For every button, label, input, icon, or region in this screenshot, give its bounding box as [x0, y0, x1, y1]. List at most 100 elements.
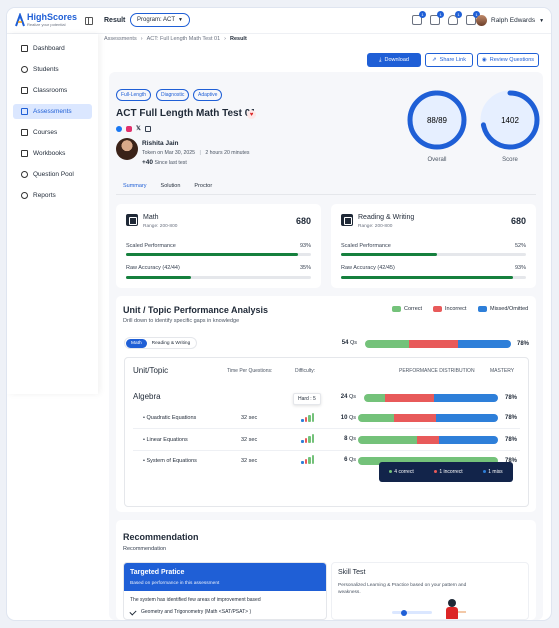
- mastery-value: 78%: [505, 395, 518, 401]
- question-count-unit: Qs: [348, 394, 356, 400]
- recommendation-title: Recommendation: [123, 532, 199, 542]
- legend-swatch: [392, 306, 401, 312]
- sidebar-item-reports[interactable]: Reports: [13, 188, 92, 203]
- x-icon[interactable]: 𝕏: [136, 126, 141, 132]
- missed-segment: [439, 436, 498, 444]
- tab-solution[interactable]: Solution: [160, 183, 181, 189]
- distribution-bar: [358, 457, 498, 465]
- incorrect-segment: [385, 394, 434, 402]
- legend-swatch: [433, 306, 442, 312]
- progress-bar: [126, 276, 311, 279]
- subject-name: Reading & Writing: [358, 214, 415, 221]
- sidebar-collapse-icon[interactable]: [85, 17, 93, 25]
- overall-label: Overall: [427, 157, 447, 163]
- score-gauge: 1402: [480, 90, 540, 150]
- toggle-reading-writing[interactable]: Reading & Writing: [151, 340, 191, 346]
- legend-label: Missed/Omitted: [490, 306, 529, 312]
- mail-icon[interactable]: 1: [412, 11, 426, 25]
- legend-swatch: [478, 306, 487, 312]
- sidebar-item-dashboard[interactable]: Dashboard: [13, 41, 92, 56]
- missed-segment: [458, 340, 511, 348]
- correct-segment: [358, 414, 395, 422]
- tabs-divider: [116, 194, 536, 195]
- metric-value: 52%: [514, 243, 526, 249]
- instagram-icon[interactable]: [126, 126, 132, 132]
- test-title: ACT Full Length Math Test 01: [116, 108, 256, 119]
- question-count: 6 Qs: [332, 457, 356, 463]
- download-button[interactable]: ⤓ Download: [367, 53, 421, 67]
- overall-value: 88/89: [427, 116, 448, 125]
- topic-time: 32 sec: [241, 415, 258, 421]
- progress-bar: [126, 253, 311, 256]
- row-divider: [133, 450, 520, 451]
- legend-item: Missed/Omitted: [478, 306, 528, 312]
- topic-name[interactable]: • System of Equations: [143, 458, 197, 464]
- tab-summary[interactable]: Summary: [116, 180, 154, 195]
- chevron-down-icon: ▼: [178, 17, 183, 23]
- sidebar-item-label: Dashboard: [33, 45, 65, 52]
- topic-name[interactable]: • Quadratic Equations: [143, 415, 197, 421]
- courses-icon: [21, 129, 28, 136]
- copy-icon[interactable]: [144, 126, 151, 132]
- mastery-value: 78%: [505, 415, 518, 421]
- breadcrumb-link[interactable]: Assessments: [104, 36, 137, 42]
- breadcrumb-link[interactable]: ACT: Full Length Math Test 01: [146, 36, 221, 42]
- logo[interactable]: HighScores Realize your potential: [15, 13, 77, 27]
- skill-test-illustration: [392, 599, 466, 619]
- tab-proctor[interactable]: Proctor: [194, 183, 213, 189]
- metric-label: Scaled Performance: [126, 243, 176, 249]
- sidebar-item-label: Courses: [33, 129, 58, 136]
- tooltip-correct: 4 correct: [389, 469, 414, 475]
- delta-label: Since last test: [154, 160, 187, 166]
- unit-name[interactable]: Algebra: [133, 392, 161, 401]
- sidebar-item-workbooks[interactable]: Workbooks: [13, 146, 92, 161]
- review-questions-button[interactable]: ◉ Review Questions: [477, 53, 539, 67]
- sidebar-item-question-pool[interactable]: Question Pool: [13, 167, 92, 182]
- skill-test-card[interactable]: Skill Test Personalized Learning & Pract…: [331, 562, 529, 620]
- distribution-bar: [358, 436, 498, 444]
- question-count-unit: Qs: [349, 340, 357, 346]
- question-count-value: 54: [341, 340, 349, 346]
- correct-segment: [364, 394, 386, 402]
- sidebar-item-students[interactable]: Students: [13, 62, 92, 77]
- notification-badge: 1: [473, 11, 480, 18]
- notification-badge: 1: [419, 11, 426, 18]
- topic-name-label: Quadratic Equations: [146, 415, 197, 421]
- heart-icon[interactable]: ♥: [247, 110, 256, 119]
- facebook-icon[interactable]: [116, 126, 122, 132]
- question-count: 10 Qs: [332, 415, 356, 421]
- sidebar-item-label: Question Pool: [33, 171, 74, 178]
- tag-badge: Full-Length: [116, 89, 152, 101]
- user-menu[interactable]: Ralph Edwards ▼: [476, 15, 544, 26]
- topic-name-label: System of Equations: [146, 458, 197, 464]
- bell-icon[interactable]: 1: [448, 11, 462, 25]
- notification-badge: 1: [437, 11, 444, 18]
- subject-score: 680: [295, 216, 311, 226]
- topic-name[interactable]: • Linear Equations: [143, 437, 188, 443]
- sidebar-item-label: Workbooks: [33, 150, 66, 157]
- sidebar-item-courses[interactable]: Courses: [13, 125, 92, 140]
- chat-icon[interactable]: 1: [430, 11, 444, 25]
- student-name: Rishita Jain: [142, 140, 179, 147]
- correct-segment: [358, 436, 417, 444]
- users-icon: [21, 66, 28, 73]
- test-duration: 2 hours 20 minutes: [205, 150, 250, 156]
- question-count: 54 Qs: [333, 340, 357, 346]
- recommendation-panel: Recommendation Recommendation Targeted P…: [116, 520, 536, 620]
- tooltip-correct-label: 4 correct: [394, 469, 414, 475]
- cart-icon[interactable]: 1: [466, 11, 480, 25]
- question-count-value: 24: [340, 394, 348, 400]
- subject-range: Range: 200-800: [143, 224, 178, 229]
- share-link-button[interactable]: ⇗ Share Link: [425, 53, 473, 67]
- program-select[interactable]: Program: ACT ▼: [130, 13, 190, 27]
- toggle-math[interactable]: Math: [126, 338, 147, 348]
- targeted-practice-card[interactable]: Targeted Pratice Based on performance in…: [123, 562, 327, 620]
- sidebar-item-classrooms[interactable]: Classrooms: [13, 83, 92, 98]
- legend-item: Correct: [392, 306, 422, 312]
- targeted-practice-title: Targeted Pratice: [130, 569, 185, 576]
- logo-mark-icon: [15, 13, 25, 27]
- subject-score: 680: [510, 216, 526, 226]
- sidebar-item-assessments[interactable]: Assessments: [13, 104, 92, 119]
- overall-gauge-arc: [407, 90, 467, 150]
- student-avatar: [116, 138, 138, 160]
